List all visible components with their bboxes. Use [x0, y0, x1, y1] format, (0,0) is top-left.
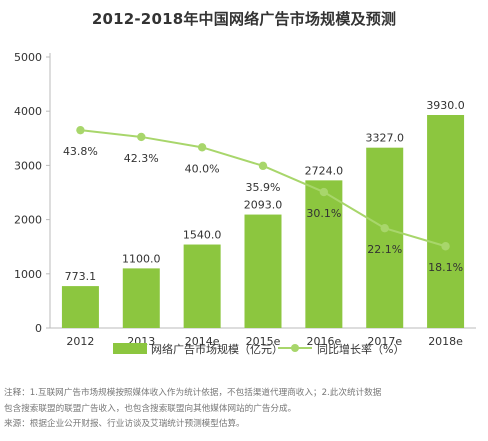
y-tick-label: 1000 [14, 268, 42, 281]
bar-value-label: 1540.0 [183, 229, 222, 242]
x-tick-label: 2014e [185, 335, 220, 348]
growth-point-2015e [258, 161, 268, 171]
bar-2018e [427, 114, 465, 328]
growth-value-label: 35.9% [246, 181, 281, 194]
growth-value-label: 18.1% [428, 261, 463, 274]
y-tick-label: 0 [35, 322, 42, 335]
legend-bar-swatch [113, 343, 147, 354]
footnote-line-1: 注释：1.互联网广告市场规模按照媒体收入作为统计依据，不包括渠道代理商收入；2.… [4, 388, 382, 398]
bar-2016e [305, 180, 343, 328]
footnotes: 注释：1.互联网广告市场规模按照媒体收入作为统计依据，不包括渠道代理商收入；2.… [4, 386, 486, 433]
y-tick-label: 3000 [14, 159, 42, 172]
x-tick-label: 2017e [367, 335, 402, 348]
bar-value-label: 1100.0 [122, 252, 161, 265]
footnote-source: 来源：根据企业公开财报、行业访谈及艾瑞统计预测模型估算。 [4, 419, 245, 429]
footnote-line-2: 包含搜索联盟的联盟广告收入，也包含搜索联盟向其他媒体网站的广告分成。 [4, 403, 297, 414]
y-tick-label: 4000 [14, 105, 42, 118]
bar-2014e [183, 244, 221, 328]
bar-value-label: 2093.0 [244, 199, 283, 212]
y-tick-label: 2000 [14, 214, 42, 227]
x-tick-label: 2015e [246, 335, 281, 348]
growth-point-2014e [197, 143, 207, 152]
legend-line-label: 同比增长率（%） [317, 342, 404, 356]
growth-point-2017e [380, 223, 389, 233]
bar-value-label: 3930.0 [426, 99, 465, 112]
chart-title: 2012-2018年中国网络广告市场规模及预测 [91, 10, 397, 28]
growth-point-2013 [137, 132, 146, 142]
growth-value-label: 40.0% [185, 162, 220, 175]
legend-line-marker [291, 344, 299, 352]
x-tick-label: 2012 [66, 335, 94, 348]
growth-point-2016e [319, 187, 329, 197]
bar-value-label: 773.1 [65, 270, 97, 283]
growth-point-2012 [76, 125, 85, 135]
bar-2017e [366, 147, 404, 328]
bar-2013 [122, 268, 160, 328]
bar-2012 [61, 286, 99, 328]
bar-value-label: 3327.0 [365, 132, 404, 145]
growth-point-2018e [441, 242, 450, 251]
growth-value-label: 30.1% [306, 207, 341, 220]
growth-value-label: 22.1% [367, 243, 402, 256]
y-tick-label: 5000 [14, 51, 42, 64]
bar-2015e [244, 214, 282, 328]
growth-value-label: 42.3% [124, 152, 159, 165]
x-tick-label: 2018e [428, 335, 463, 348]
legend-bar-label: 网络广告市场规模（亿元） [151, 342, 283, 356]
x-tick-label: 2016e [306, 335, 341, 348]
growth-value-label: 43.8% [63, 145, 98, 158]
bar-value-label: 2724.0 [305, 164, 344, 177]
